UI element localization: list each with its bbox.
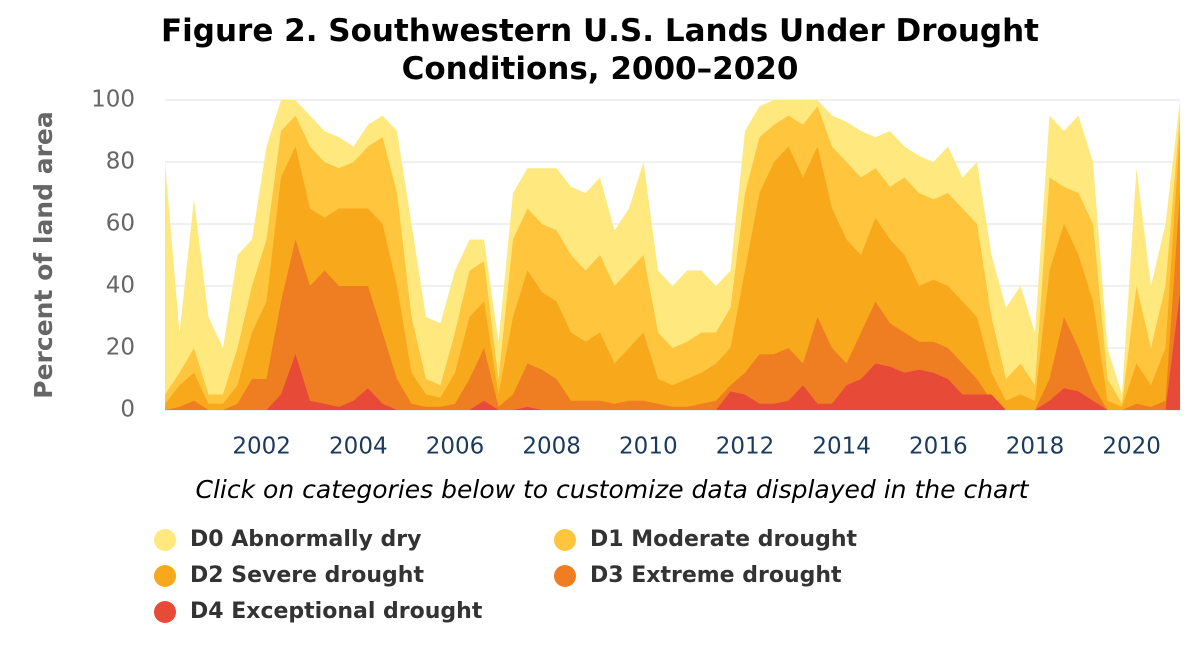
x-tick-label: 2002: [232, 434, 291, 460]
legend-label: D3 Extreme drought: [590, 563, 842, 588]
y-tick-label: 0: [120, 397, 135, 423]
area: [165, 193, 1180, 410]
legend-swatch: [554, 529, 576, 551]
x-tick-label: 2004: [329, 434, 388, 460]
legend-label: D0 Abnormally dry: [190, 527, 421, 552]
x-tick-label: 2006: [426, 434, 485, 460]
y-tick-label: 100: [91, 87, 135, 113]
x-tick-label: 2012: [716, 434, 775, 460]
legend-item[interactable]: D2 Severe drought: [154, 563, 424, 588]
legend-label: D1 Moderate drought: [590, 527, 857, 552]
subtitle: Click on categories below to customize d…: [196, 475, 1030, 504]
y-axis-label: Percent of land area: [29, 111, 58, 398]
x-tick-label: 2018: [1006, 434, 1065, 460]
legend-item[interactable]: D3 Extreme drought: [554, 563, 842, 588]
y-tick-label: 60: [106, 211, 135, 237]
legend-item[interactable]: D4 Exceptional drought: [154, 599, 483, 624]
legend-item[interactable]: D1 Moderate drought: [554, 527, 857, 552]
areas: [165, 100, 1180, 410]
area: [165, 131, 1180, 410]
legend-swatch: [154, 601, 176, 623]
x-tick-label: 2008: [522, 434, 581, 460]
y-tick-label: 40: [106, 273, 135, 299]
x-tick-label: 2020: [1102, 434, 1161, 460]
legend-swatch: [154, 565, 176, 587]
area: [165, 292, 1180, 410]
legend-label: D2 Severe drought: [190, 563, 424, 588]
chart-title: Figure 2. Southwestern U.S. Lands Under …: [160, 13, 1040, 87]
legend-swatch: [154, 529, 176, 551]
legend-item[interactable]: D0 Abnormally dry: [154, 527, 421, 552]
y-tick-label: 20: [106, 335, 135, 361]
y-tick-label: 80: [106, 149, 135, 175]
legend-label: D4 Exceptional drought: [190, 599, 483, 624]
x-tick-label: 2016: [909, 434, 968, 460]
x-tick-label: 2014: [812, 434, 871, 460]
legend-swatch: [554, 565, 576, 587]
x-tick-label: 2010: [619, 434, 678, 460]
